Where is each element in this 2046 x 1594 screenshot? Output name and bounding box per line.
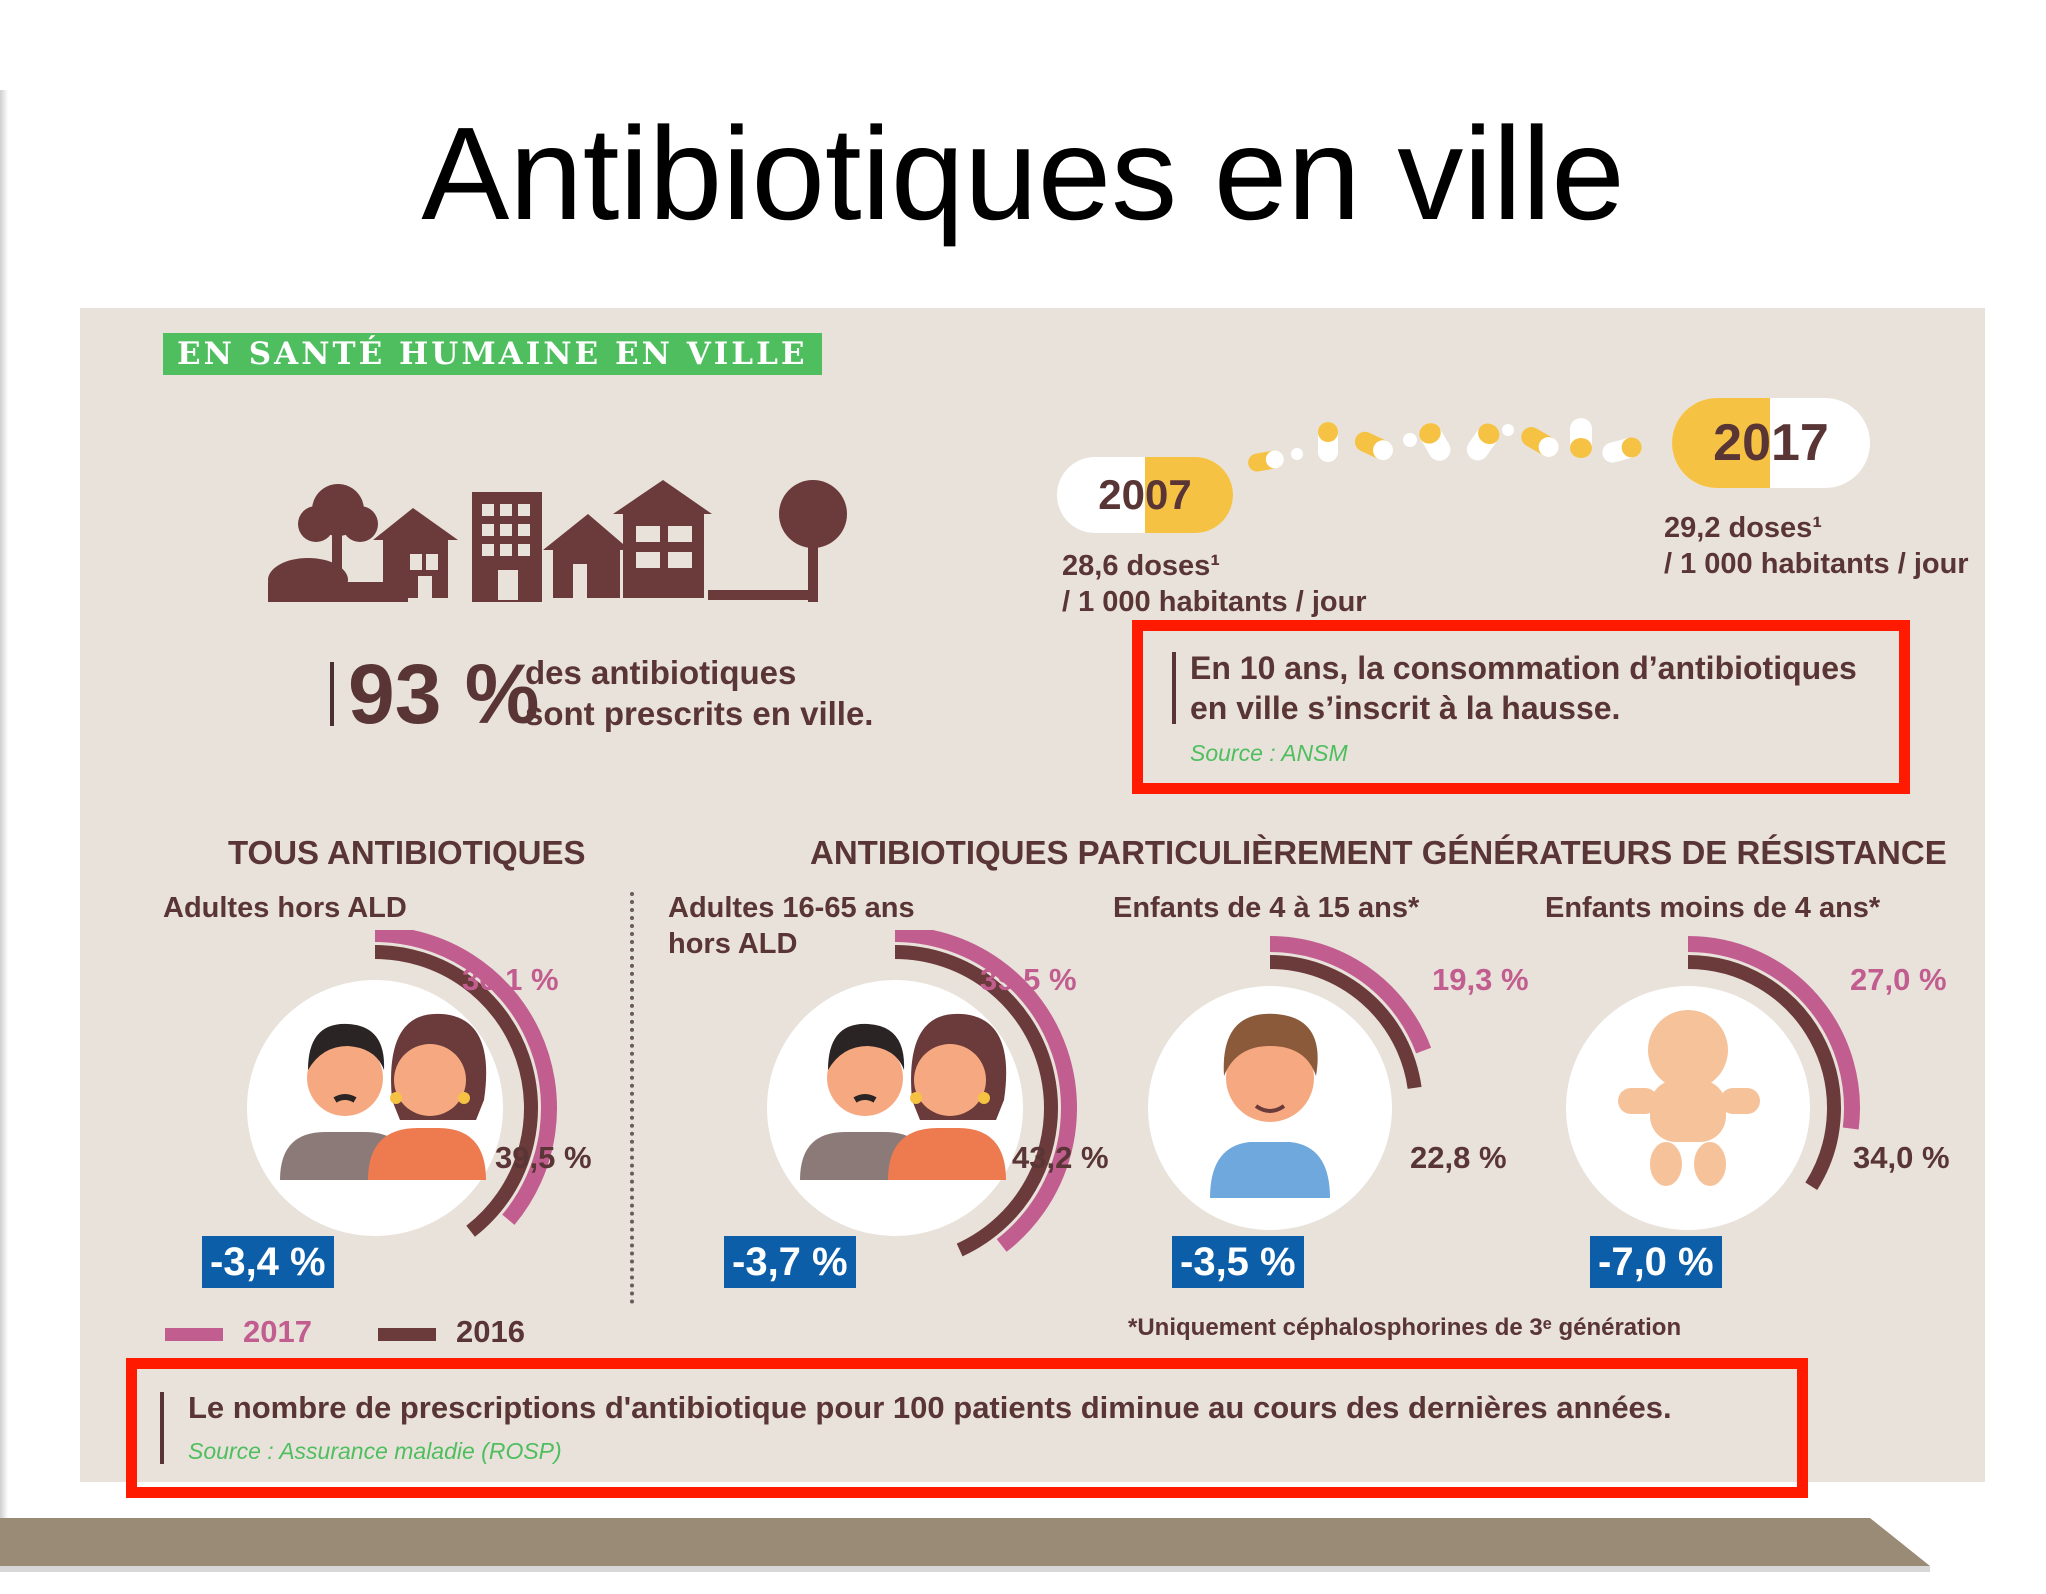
year-2007-pill: 2007: [1057, 457, 1233, 533]
legend-label-2016: 2016: [456, 1314, 525, 1349]
value-2017-adults-16-65: 39,5 %: [980, 962, 1077, 997]
quote-bottom-source: Source : Assurance maladie (ROSP): [188, 1438, 562, 1464]
doses-2007-line2: / 1 000 habitants / jour: [1062, 586, 1367, 618]
change-badge-adults: -3,4 %: [202, 1236, 334, 1288]
slide-title: Antibiotiques en ville: [421, 100, 1625, 247]
footnote: *Uniquement céphalosphorines de 3ᵉ génér…: [1128, 1314, 1682, 1341]
baby-icon: [1618, 1010, 1760, 1186]
city-skyline-icon: [268, 480, 847, 602]
section-label: EN SANTÉ HUMAINE EN VILLE: [163, 333, 822, 375]
value-2016-adults: 39,5 %: [495, 1140, 592, 1175]
slide-footer-bar: [0, 1518, 1930, 1572]
change-badge-adults-16-65: -3,7 %: [724, 1236, 856, 1288]
pills-trail-icon: [1248, 418, 1642, 472]
arc-2016-adults-16-65: [894, 945, 1058, 1257]
slide-edge-shadow: [0, 90, 8, 1530]
value-2016-children-under-4: 34,0 %: [1853, 1140, 1950, 1175]
quote-top-line1: En 10 ans, la consommation d’antibiotiqu…: [1190, 650, 1857, 686]
header-all-antibiotics: TOUS ANTIBIOTIQUES: [228, 834, 586, 871]
year-2017-label: 2017: [1713, 414, 1829, 472]
value-2017-children-under-4: 27,0 %: [1850, 962, 1947, 997]
value-2016-children-4-15: 22,8 %: [1410, 1140, 1507, 1175]
value-2016-adults-16-65: 43,2 %: [1012, 1140, 1109, 1175]
arc-2017-adults-16-65: [894, 930, 1077, 1252]
legend-swatch-2017: [165, 1328, 223, 1341]
change-badge-children-under-4: -7,0 %: [1590, 1236, 1722, 1288]
group-label-children-under-4: Enfants moins de 4 ans*: [1545, 892, 1881, 924]
group-label-adults: Adultes hors ALD: [163, 892, 407, 924]
value-2017-adults: 36,1 %: [462, 962, 559, 997]
arc-2017-children-4-15: [1269, 936, 1432, 1054]
quote-bottom-bar: [160, 1392, 164, 1464]
stat-93-caption-line1: des antibiotiques: [525, 654, 797, 691]
couple-icon: [280, 1013, 487, 1180]
stat-93-value: 93 %: [348, 647, 540, 741]
change-badge-children-4-15: -3,5 %: [1172, 1236, 1304, 1288]
group-label-adults-16-65: Adultes 16-65 ans hors ALD: [668, 890, 915, 962]
quote-top-line2: en ville s’inscrit à la hausse.: [1190, 690, 1621, 726]
group-label-children-4-15: Enfants de 4 à 15 ans*: [1113, 892, 1420, 924]
arc-2016-adults: [374, 945, 538, 1237]
highlight-box-bottom: [126, 1358, 1808, 1498]
group-label-adults-16-65-line2: hors ALD: [668, 928, 798, 960]
value-2017-children-4-15: 19,3 %: [1432, 962, 1529, 997]
arc-2016-children-4-15: [1269, 955, 1422, 1089]
doses-2007-line1: 28,6 doses¹: [1062, 550, 1220, 582]
doses-2017-line1: 29,2 doses¹: [1664, 512, 1822, 544]
quote-top: En 10 ans, la consommation d’antibiotiqu…: [1190, 648, 1857, 728]
doses-2007: 28,6 doses¹ / 1 000 habitants / jour: [1062, 548, 1367, 620]
quote-top-source: Source : ANSM: [1190, 740, 1348, 766]
arc-2016-children-under-4: [1687, 955, 1841, 1190]
quote-bottom-text: Le nombre de prescriptions d'antibiotiqu…: [188, 1390, 1672, 1425]
quote-top-bar: [1172, 652, 1176, 724]
arc-2017-adults: [374, 930, 557, 1225]
legend-swatch-2016: [378, 1328, 436, 1341]
year-2007-label: 2007: [1098, 471, 1192, 518]
doses-2017: 29,2 doses¹ / 1 000 habitants / jour: [1664, 510, 1969, 582]
boy-icon: [1210, 1013, 1330, 1198]
stat-93-caption-line2: sont prescrits en ville.: [525, 695, 874, 732]
dotted-divider: [630, 892, 634, 1304]
stat-93-caption: des antibiotiques sont prescrits en vill…: [525, 652, 873, 734]
legend-label-2017: 2017: [243, 1314, 312, 1349]
doses-2017-line2: / 1 000 habitants / jour: [1664, 548, 1969, 580]
group-label-adults-16-65-line1: Adultes 16-65 ans: [668, 892, 915, 924]
stat-divider: [330, 662, 334, 726]
ring-charts: [247, 930, 1860, 1257]
year-2017-pill: 2017: [1672, 398, 1870, 488]
couple-icon: [800, 1013, 1007, 1180]
arc-2017-children-under-4: [1687, 936, 1860, 1130]
highlight-box-top: [1132, 620, 1910, 794]
header-resistance-antibiotics: ANTIBIOTIQUES PARTICULIÈREMENT GÉNÉRATEU…: [810, 834, 1947, 871]
